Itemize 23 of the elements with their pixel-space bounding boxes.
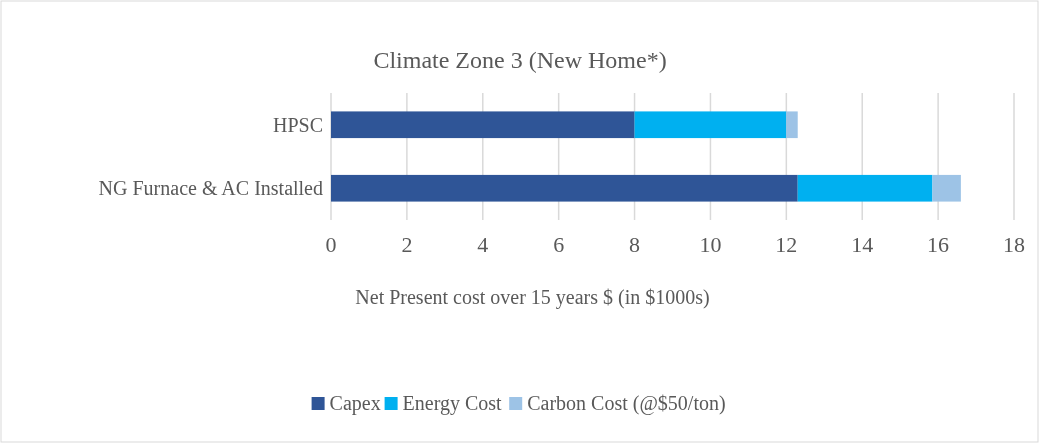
bar <box>786 111 798 139</box>
y-tick-label: NG Furnace & AC Installed <box>98 177 323 200</box>
bar <box>634 111 787 139</box>
x-tick-label: 10 <box>699 232 722 257</box>
x-tick-label: 12 <box>775 232 798 257</box>
x-tick-label: 16 <box>927 232 950 257</box>
bar <box>331 111 635 139</box>
chart-title: Climate Zone 3 (New Home*) <box>373 47 667 73</box>
x-tick-label: 4 <box>477 232 489 257</box>
x-tick-label: 8 <box>629 232 641 257</box>
x-tick-label: 6 <box>553 232 565 257</box>
x-tick-label: 0 <box>325 232 337 257</box>
x-axis-title: Net Present cost over 15 years $ (in $1000s) <box>355 286 710 309</box>
bar <box>932 174 961 202</box>
legend-label: Carbon Cost (@$50/ton) <box>527 392 726 415</box>
bar <box>331 174 798 202</box>
legend-label: Energy Cost <box>402 392 503 415</box>
x-tick-label: 18 <box>1003 232 1025 257</box>
y-tick-label: HPSC <box>272 113 323 136</box>
bar <box>797 174 933 202</box>
x-tick-label: 2 <box>401 232 413 257</box>
x-tick-label: 14 <box>851 232 874 257</box>
legend-label: Capex <box>329 392 381 415</box>
